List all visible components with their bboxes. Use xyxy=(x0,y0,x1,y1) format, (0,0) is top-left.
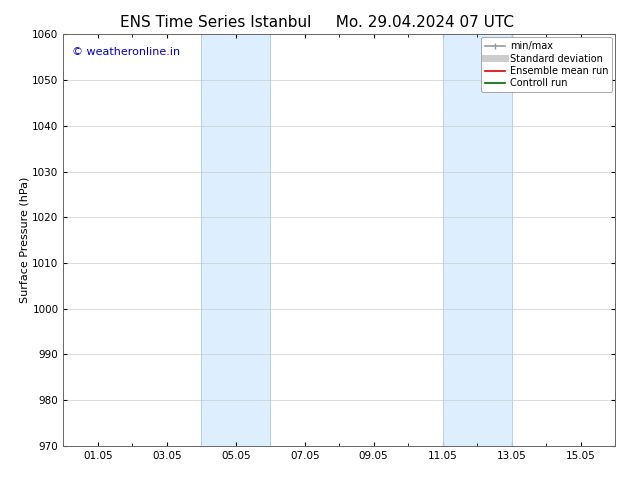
Text: © weatheronline.in: © weatheronline.in xyxy=(72,47,180,57)
Bar xyxy=(202,34,270,446)
Text: ENS Time Series Istanbul     Mo. 29.04.2024 07 UTC: ENS Time Series Istanbul Mo. 29.04.2024 … xyxy=(120,15,514,30)
Y-axis label: Surface Pressure (hPa): Surface Pressure (hPa) xyxy=(20,177,30,303)
Bar xyxy=(443,34,512,446)
Legend: min/max, Standard deviation, Ensemble mean run, Controll run: min/max, Standard deviation, Ensemble me… xyxy=(481,37,612,92)
